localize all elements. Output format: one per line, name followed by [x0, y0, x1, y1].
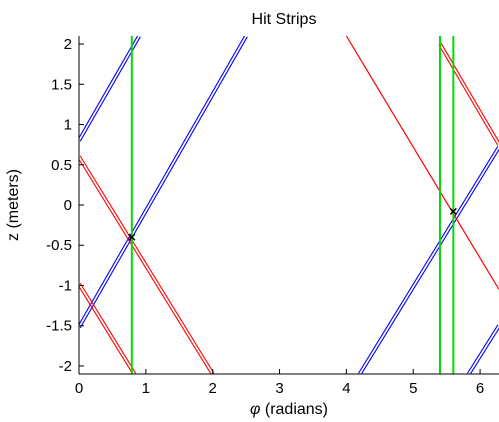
x-tick-label: 3 — [275, 380, 283, 397]
y-tick-label: 1.5 — [51, 76, 72, 93]
y-tick-label: 0.5 — [51, 157, 72, 174]
x-axis-label: φ (radians) — [250, 401, 328, 418]
intersection-point-1 — [128, 233, 136, 241]
blue-strip-2-edge-1 — [79, 36, 246, 326]
x-tick-label: 0 — [75, 380, 83, 397]
chart-title: Hit Strips — [252, 11, 317, 28]
x-ticks: 0 1 2 3 4 5 6 — [75, 369, 484, 397]
blue-strip-2-edge-2 — [79, 36, 248, 329]
red-strip-8-edge-1 — [440, 43, 499, 143]
blue-strip-4-edge-1 — [467, 324, 499, 374]
blue-strip-1 — [79, 36, 141, 142]
intersection-point-2 — [449, 207, 457, 215]
red-strip-8-edge-2 — [438, 44, 499, 146]
x-axis-label-symbol: φ — [250, 401, 260, 418]
y-tick-label: 2 — [64, 36, 72, 53]
blue-strip-4 — [467, 324, 499, 374]
x-tick-label: 1 — [142, 380, 150, 397]
y-tick-label: -1.5 — [46, 318, 72, 335]
blue-strip-3-edge-1 — [358, 146, 499, 374]
blue-strip-1-edge-1 — [79, 36, 139, 139]
y-tick-label: 1 — [64, 117, 72, 134]
y-tick-label: -1 — [59, 277, 72, 294]
blue-strip-4-edge-2 — [469, 327, 499, 374]
y-axis-label: z (meters) — [5, 169, 22, 241]
red-strip-5 — [79, 155, 215, 374]
blue-strip-2 — [79, 36, 248, 329]
red-strip-7 — [345, 36, 499, 290]
red-strip-8 — [438, 43, 499, 146]
x-axis-label-text: (radians) — [260, 401, 328, 418]
red-strip-5-edge-2 — [79, 158, 212, 374]
red-strip-6 — [79, 282, 137, 374]
y-tick-label: -0.5 — [46, 237, 72, 254]
series-layer — [79, 36, 499, 374]
x-tick-label: 2 — [209, 380, 217, 397]
red-strip-6-edge-2 — [79, 285, 134, 374]
y-tick-label: -2 — [59, 358, 72, 375]
points-layer — [128, 207, 457, 241]
x-tick-label: 6 — [476, 380, 484, 397]
blue-strip-3-edge-2 — [360, 148, 499, 374]
y-ticks: -2 -1.5 -1 -0.5 0 0.5 1 1.5 2 — [46, 36, 84, 375]
red-strip-5-edge-1 — [79, 155, 215, 374]
y-tick-label: 0 — [64, 197, 72, 214]
x-tick-label: 5 — [409, 380, 417, 397]
red-strip-7-line — [345, 36, 499, 290]
red-strip-6-edge-1 — [79, 282, 137, 374]
blue-strip-1-edge-2 — [79, 36, 141, 142]
blue-strip-3 — [358, 146, 499, 374]
x-tick-label: 4 — [342, 380, 350, 397]
